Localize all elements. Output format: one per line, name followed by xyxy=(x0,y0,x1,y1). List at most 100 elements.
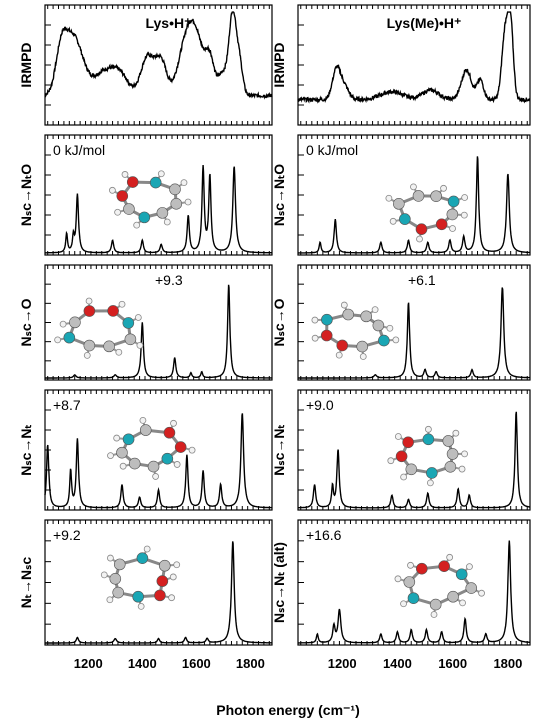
hydrogen-atom xyxy=(447,554,453,560)
panel-row-label: Nₛᴄ→NₜO xyxy=(271,164,287,226)
oxygen-atom xyxy=(127,177,138,188)
x-tick-label: 1600 xyxy=(182,656,211,671)
relative-energy-label: +9.3 xyxy=(155,272,183,288)
relative-energy-label: +16.6 xyxy=(306,527,342,543)
hydrogen-atom xyxy=(336,352,342,358)
column-title: Lys•H⁺ xyxy=(145,15,191,31)
hydrogen-atom xyxy=(393,337,399,343)
spectrum-line xyxy=(298,288,530,379)
hydrogen-atom xyxy=(417,236,423,242)
hydrogen-atom xyxy=(158,171,164,177)
carbon-atom xyxy=(140,425,151,436)
hydrogen-atom xyxy=(479,590,485,596)
hydrogen-atom xyxy=(169,595,175,601)
hydrogen-atom xyxy=(450,226,456,232)
hydrogen-atom xyxy=(360,354,366,360)
hydrogen-atom xyxy=(164,219,170,225)
hydrogen-atom xyxy=(55,337,61,343)
panel-row-label: Nₛᴄ→O xyxy=(18,298,34,346)
hydrogen-atom xyxy=(462,194,468,200)
nitrogen-atom xyxy=(321,314,332,325)
oxygen-atom xyxy=(108,305,119,316)
carbon-atom xyxy=(361,311,372,322)
carbon-atom xyxy=(125,334,136,345)
carbon-atom xyxy=(159,560,170,571)
ball-and-stick-structure xyxy=(388,426,468,486)
hydrogen-atom xyxy=(60,321,66,327)
hydrogen-atom xyxy=(138,603,144,609)
spectrum-line xyxy=(45,285,272,378)
carbon-atom xyxy=(447,448,458,459)
hydrogen-atom xyxy=(115,209,121,215)
hydrogen-atom xyxy=(84,352,90,358)
oxygen-atom xyxy=(416,563,427,574)
hydrogen-atom xyxy=(390,218,396,224)
oxygen-atom xyxy=(396,451,407,462)
column-title: Lys(Me)•H⁺ xyxy=(387,15,462,31)
nitrogen-atom xyxy=(423,434,434,445)
carbon-atom xyxy=(447,209,458,220)
carbon-atom xyxy=(445,461,456,472)
carbon-atom xyxy=(148,461,159,472)
panel-row-label: Nₛᴄ→Nₜ xyxy=(18,424,34,475)
hydrogen-atom xyxy=(462,451,468,457)
hydrogen-atom xyxy=(395,434,401,440)
computed-spectrum-panel: Nₛᴄ→Nₜ (alt)+16.6 xyxy=(271,520,530,645)
spectra-column: IRMPDNₛᴄ→NₜO0 kJ/molNₛᴄ→O+6.1Nₛᴄ→Nₜ+9.0N… xyxy=(271,5,530,671)
hydrogen-atom xyxy=(174,562,180,568)
nitrogen-atom xyxy=(448,196,459,207)
hydrogen-atom xyxy=(341,302,347,308)
hydrogen-atom xyxy=(453,430,459,436)
nitrogen-atom xyxy=(378,335,389,346)
oxygen-atom xyxy=(117,190,128,201)
hydrogen-atom xyxy=(401,601,407,607)
carbon-atom xyxy=(170,184,181,195)
hydrogen-atom xyxy=(108,453,114,459)
carbon-atom xyxy=(157,207,168,218)
x-tick-label: 1200 xyxy=(328,656,357,671)
carbon-atom xyxy=(110,573,121,584)
hydrogen-atom xyxy=(388,458,394,464)
hydrogen-atom xyxy=(107,597,113,603)
panel-row-label: IRMPD xyxy=(271,42,287,87)
hydrogen-atom xyxy=(109,187,115,193)
nitrogen-atom xyxy=(64,332,75,343)
hydrogen-atom xyxy=(137,342,143,348)
hydrogen-atom xyxy=(387,325,393,331)
hydrogen-atom xyxy=(119,301,125,307)
hydrogen-atom xyxy=(116,349,122,355)
oxygen-atom xyxy=(436,219,447,230)
x-tick-label: 1400 xyxy=(128,656,157,671)
oxygen-atom xyxy=(321,330,332,341)
hydrogen-atom xyxy=(395,576,401,582)
x-tick-label: 1400 xyxy=(383,656,412,671)
carbon-atom xyxy=(171,198,182,209)
relative-energy-label: +9.0 xyxy=(306,397,334,413)
hydrogen-atom xyxy=(140,417,146,423)
hydrogen-atom xyxy=(312,335,318,341)
nitrogen-atom xyxy=(426,467,437,478)
hydrogen-atom xyxy=(135,314,141,320)
oxygen-atom xyxy=(337,340,348,351)
relative-energy-label: +6.1 xyxy=(408,272,436,288)
oxygen-atom xyxy=(439,561,450,572)
hydrogen-atom xyxy=(431,611,437,617)
x-tick-label: 1800 xyxy=(236,656,265,671)
carbon-atom xyxy=(104,341,115,352)
computed-spectrum-panel: Nₛᴄ→NₜO0 kJ/mol xyxy=(18,135,272,255)
x-tick-label: 1200 xyxy=(74,656,103,671)
oxygen-atom xyxy=(157,576,168,587)
hydrogen-atom xyxy=(425,426,431,432)
carbon-atom xyxy=(114,559,125,570)
computed-spectrum-panel: Nₛᴄ→O +9.3 xyxy=(18,265,272,380)
nitrogen-atom xyxy=(150,177,161,188)
oxygen-atom xyxy=(175,442,186,453)
hydrogen-atom xyxy=(410,184,416,190)
hydrogen-atom xyxy=(460,600,466,606)
hydrogen-atom xyxy=(312,317,318,323)
carbon-atom xyxy=(431,191,442,202)
hydrogen-atom xyxy=(372,307,378,313)
relative-energy-label: 0 kJ/mol xyxy=(306,142,358,158)
hydrogen-atom xyxy=(101,572,107,578)
